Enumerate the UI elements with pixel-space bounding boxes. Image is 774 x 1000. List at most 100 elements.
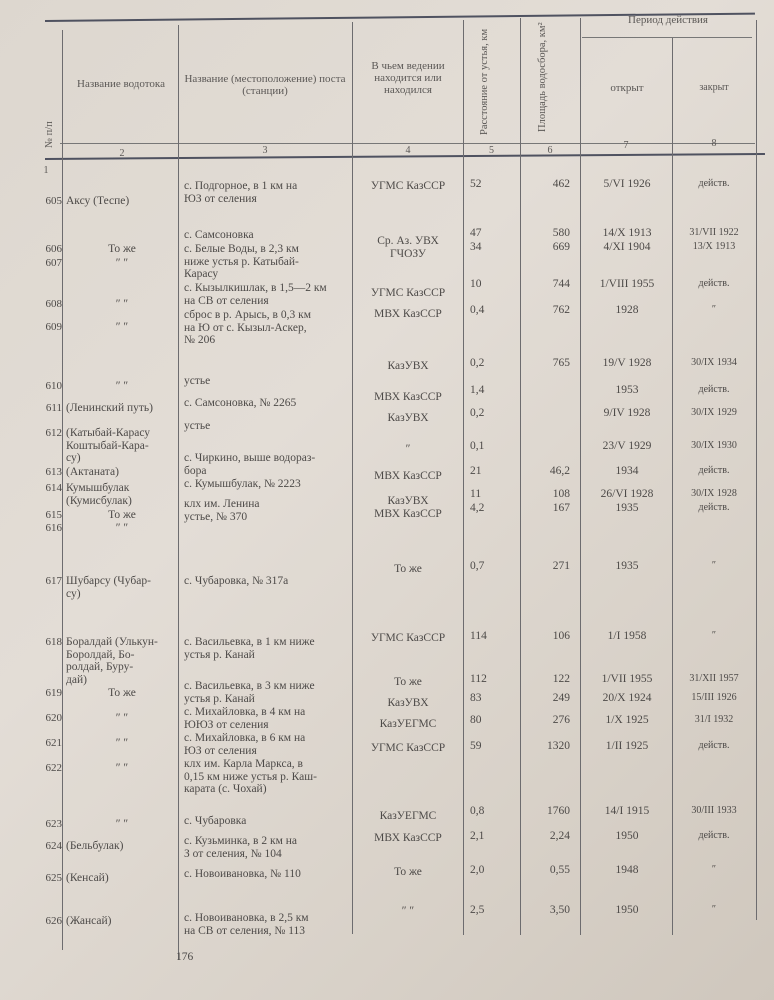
distance-from-mouth: 10 [470,278,482,290]
catchment-area: 3,50 [549,904,570,916]
catchment-area: 108 [552,488,570,500]
date-opened: 1934 [615,465,639,477]
date-closed: 15/III 1926 [691,692,737,703]
column-number: 1 [43,165,49,176]
date-opened: 20/X 1924 [602,692,652,704]
date-opened: 9/IV 1928 [603,407,651,419]
agency: КазУЕГМС [379,718,437,730]
river-name: Кумышбулак (Кумисбулак) [66,482,132,507]
post-location: с. Васильевка, в 3 км ниже устья р. Кана… [184,680,315,705]
header-col8: закрыт [699,82,729,93]
river-name: (Бельбулак) [66,840,124,852]
agency: УГМС КазССР [370,180,446,192]
post-location: с. Кызылкишлак, в 1,5—2 км на СВ от селе… [184,282,327,307]
col-divider [62,30,63,950]
col-divider [463,20,464,935]
column-number: 2 [119,148,125,159]
river-name: (Ленинский путь) [66,402,153,414]
catchment-area: 106 [552,630,570,642]
catchment-area: 744 [552,278,570,290]
distance-from-mouth: 0,2 [470,357,485,369]
date-opened: 23/V 1929 [602,440,652,452]
page-number: 176 [176,951,194,963]
date-closed: 31/XII 1957 [689,673,739,684]
distance-from-mouth: 11 [470,488,482,500]
date-closed: ″ [711,904,717,915]
date-closed: действ. [698,278,730,289]
catchment-area: 249 [552,692,570,704]
row-number: 615 [45,509,63,521]
col-divider [352,22,353,934]
catchment-area: 580 [552,227,570,239]
catchment-area: 271 [552,560,570,572]
agency: МВХ КазССР [374,391,442,403]
row-number: 625 [45,872,63,884]
header-col6: Площадь водосбора, км² [537,22,548,132]
distance-from-mouth: 2,0 [470,864,485,876]
date-opened: 1/X 1925 [605,714,649,726]
column-number: 7 [623,140,629,151]
river-name: ″ ″ [115,380,129,392]
period-rule [582,37,752,38]
row-number: 607 [45,257,63,269]
catchment-area: 122 [552,673,570,685]
catchment-area: 46,2 [549,465,570,477]
date-opened: 1935 [615,502,639,514]
date-closed: действ. [698,740,730,751]
row-number: 626 [45,915,63,927]
post-location: с. Чубаровка [184,815,247,827]
header-col1: № п/п [44,121,55,148]
agency: То же [394,866,422,878]
agency: УГМС КазССР [370,287,446,299]
distance-from-mouth: 59 [470,740,482,752]
header-col4: В чьем ведении находится или находился [371,60,445,96]
agency: МВХ КазССР [374,832,442,844]
post-location: с. Новоивановка, в 2,5 км на СВ от селен… [184,912,309,937]
row-number: 624 [45,840,63,852]
distance-from-mouth: 0,7 [470,560,485,572]
post-location: сброс в р. Арысь, в 0,3 км на Ю от с. Кы… [184,309,311,346]
distance-from-mouth: 1,4 [470,384,485,396]
river-name: Боралдай (Улькун- Боролдай, Бо- ролдай, … [66,636,158,686]
post-location: с. Белые Воды, в 2,3 км ниже устья р. Ка… [184,243,299,280]
column-number: 6 [547,145,553,156]
header-col7: открыт [610,82,644,94]
date-closed: действ. [698,178,730,189]
river-name: (Катыбай-Карасу Коштыбай-Кара- су) [66,427,151,464]
post-location: с. Новоивановка, № 110 [184,868,301,880]
river-name: ″ ″ [115,321,129,333]
date-opened: 1/VII 1955 [601,673,653,685]
row-number: 621 [45,737,63,749]
date-opened: 1/VIII 1955 [599,278,655,290]
agency: КазУВХ [387,697,429,709]
distance-from-mouth: 2,5 [470,904,485,916]
river-name: ″ ″ [115,737,129,749]
catchment-area: 167 [552,502,570,514]
date-closed: действ. [698,384,730,395]
col-divider [580,18,581,935]
catchment-area: 765 [552,357,570,369]
distance-from-mouth: 52 [470,178,482,190]
agency: МВХ КазССР [374,308,442,320]
date-closed: действ. [698,502,730,513]
row-number: 623 [45,818,63,830]
agency: УГМС КазССР [370,632,446,644]
post-location: с. Самсоновка [184,229,254,241]
row-number: 620 [45,712,63,724]
agency: ″ ″ [401,905,415,917]
post-location: клх им. Ленина [184,498,260,510]
date-closed: ″ [711,560,717,571]
column-number: 8 [711,138,717,149]
agency: ″ [405,443,411,455]
river-name: То же [108,243,136,255]
col-divider [520,18,521,935]
date-opened: 1953 [615,384,639,396]
distance-from-mouth: 47 [470,227,482,239]
date-closed: 31/VII 1922 [689,227,739,238]
col-divider [756,20,757,920]
row-number: 617 [45,575,63,587]
date-closed: 30/IX 1928 [691,488,737,499]
distance-from-mouth: 21 [470,465,482,477]
agency: То же [394,563,422,575]
row-number: 606 [45,243,63,255]
